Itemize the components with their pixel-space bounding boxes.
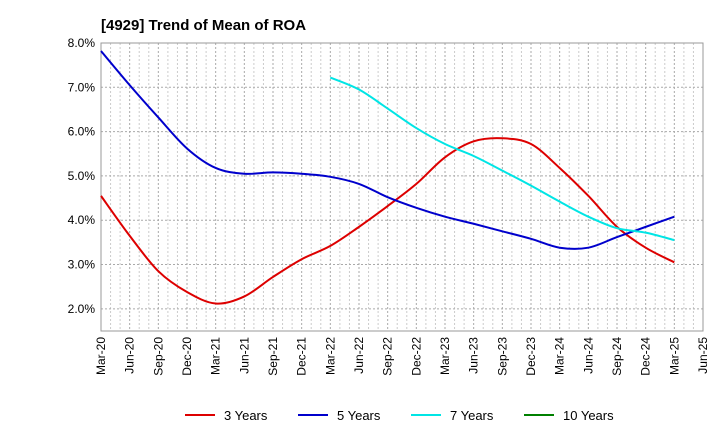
x-tick-label: Jun-24 xyxy=(581,337,595,374)
legend-label-7-years: 7 Years xyxy=(450,408,494,423)
x-tick-label: Dec-22 xyxy=(409,337,423,376)
chart-title: [4929] Trend of Mean of ROA xyxy=(101,17,306,34)
series-line-7-years xyxy=(329,76,675,242)
y-tick-label: 8.0% xyxy=(68,36,96,50)
y-tick-label: 4.0% xyxy=(68,213,96,227)
x-tick-label: Jun-21 xyxy=(237,337,251,374)
series-line-5-years xyxy=(100,50,675,250)
x-tick-label: Jun-23 xyxy=(467,337,481,374)
y-tick-label: 6.0% xyxy=(68,125,96,139)
y-tick-label: 3.0% xyxy=(68,258,96,272)
y-tick-label: 5.0% xyxy=(68,169,96,183)
legend-label-3-years: 3 Years xyxy=(224,408,268,423)
x-tick-label: Mar-22 xyxy=(323,337,337,375)
x-tick-label: Mar-20 xyxy=(94,337,108,375)
x-tick-label: Sep-20 xyxy=(151,337,165,376)
x-tick-label: Jun-20 xyxy=(123,337,137,374)
x-axis: Mar-20 Jun-20 Sep-20 Dec-20 Mar-21 Jun-21 Sep-… xyxy=(94,337,710,376)
grid xyxy=(101,42,703,331)
x-tick-label: Sep-21 xyxy=(266,337,280,376)
x-tick-label: Sep-23 xyxy=(495,337,509,376)
y-tick-label: 7.0% xyxy=(68,80,96,94)
x-tick-label: Dec-23 xyxy=(524,337,538,376)
y-tick-label: 2.0% xyxy=(68,302,96,316)
x-tick-label: Mar-24 xyxy=(553,337,567,375)
x-tick-label: Dec-20 xyxy=(180,337,194,376)
plot-area xyxy=(100,42,704,332)
x-tick-label: Sep-22 xyxy=(381,337,395,376)
x-tick-label: Mar-25 xyxy=(667,337,681,375)
series-lines xyxy=(100,50,675,305)
x-tick-label: Dec-21 xyxy=(295,337,309,376)
x-tick-label: Sep-24 xyxy=(610,337,624,376)
x-tick-label: Mar-21 xyxy=(209,337,223,375)
x-tick-label: Dec-24 xyxy=(639,337,653,376)
x-tick-label: Mar-23 xyxy=(438,337,452,375)
series-line-3-years xyxy=(100,137,675,305)
x-tick-label: Jun-22 xyxy=(352,337,366,374)
legend: 3 Years 5 Years 7 Years 10 Years xyxy=(185,408,614,423)
y-axis: 2.0% 3.0% 4.0% 5.0% 6.0% 7.0% 8.0% xyxy=(68,36,96,316)
x-tick-label: Jun-25 xyxy=(696,337,710,374)
legend-label-5-years: 5 Years xyxy=(337,408,381,423)
legend-label-10-years: 10 Years xyxy=(563,408,614,423)
